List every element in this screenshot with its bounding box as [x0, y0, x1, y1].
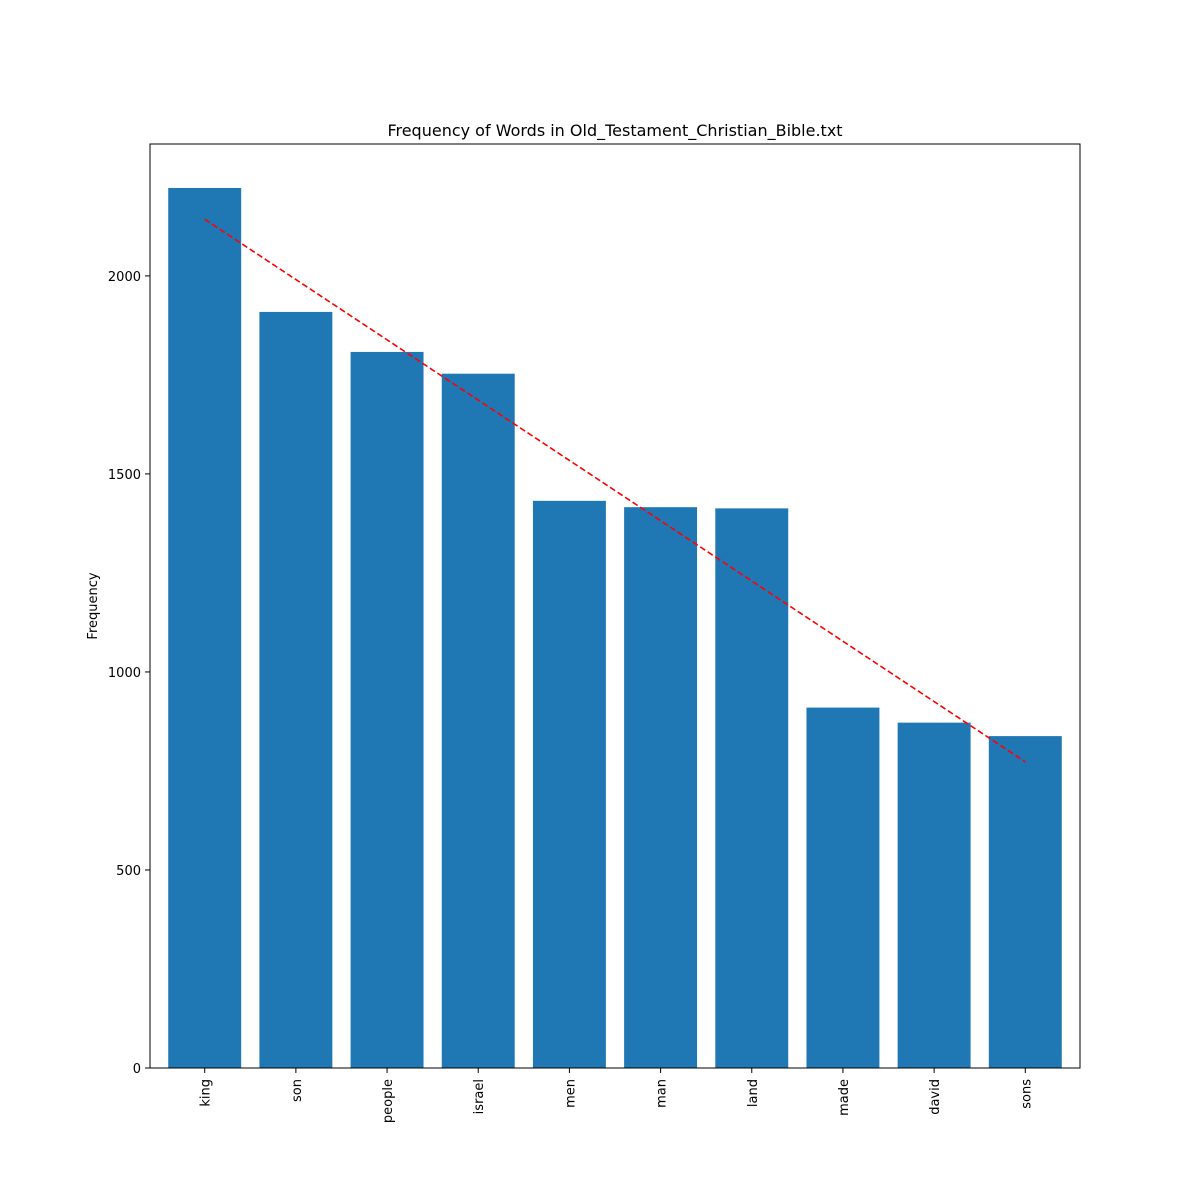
bar-people	[350, 351, 424, 1069]
x-tick-label: land	[746, 1079, 761, 1107]
bar-made	[806, 707, 880, 1068]
trend-line-group	[204, 218, 1026, 763]
x-tick-label: made	[837, 1079, 852, 1116]
bar-david	[897, 722, 971, 1068]
y-axis-ticks: 0 500 1000 1500 2000	[108, 270, 150, 1077]
x-axis-ticks: king son people israel men man land made david so…	[199, 1068, 1034, 1123]
y-tick-label: 2000	[108, 270, 141, 285]
bar-son	[259, 311, 333, 1068]
y-tick-label: 500	[116, 864, 141, 879]
bar-land	[715, 508, 789, 1068]
plot-frame	[149, 143, 1081, 1069]
x-tick-label: people	[381, 1079, 396, 1123]
x-tick-label: men	[563, 1079, 578, 1108]
y-tick-label: 1500	[108, 468, 141, 483]
bar-king	[168, 187, 242, 1068]
x-tick-label: man	[655, 1079, 670, 1108]
bar-israel	[441, 373, 515, 1068]
chart-title: Frequency of Words in Old_Testament_Chri…	[387, 121, 842, 141]
x-tick-label: son	[290, 1079, 305, 1102]
bar-man	[624, 507, 698, 1069]
y-tick-label: 1000	[108, 666, 141, 681]
bars-group	[168, 187, 1062, 1069]
x-tick-label: sons	[1019, 1079, 1034, 1109]
bar-men	[532, 500, 606, 1068]
y-tick-label: 0	[133, 1062, 141, 1077]
x-tick-label: david	[928, 1079, 943, 1115]
x-tick-label: king	[199, 1079, 214, 1107]
x-tick-label: israel	[472, 1079, 487, 1114]
y-axis-label: Frequency	[86, 572, 101, 639]
bar-sons	[988, 736, 1062, 1068]
trend-line	[204, 218, 1026, 763]
